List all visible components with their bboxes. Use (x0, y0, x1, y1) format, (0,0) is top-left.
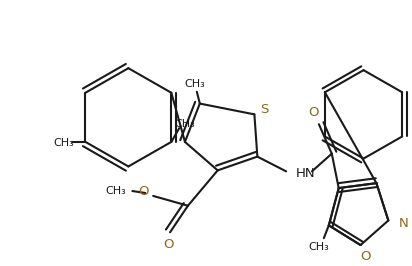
Text: CH₃: CH₃ (175, 119, 196, 129)
Text: HN: HN (296, 167, 316, 180)
Text: O: O (163, 238, 173, 251)
Text: CH₃: CH₃ (185, 79, 205, 89)
Text: N: N (398, 217, 408, 230)
Text: CH₃: CH₃ (105, 186, 126, 196)
Text: O: O (138, 185, 148, 198)
Text: CH₃: CH₃ (309, 242, 329, 252)
Text: O: O (309, 106, 319, 119)
Text: O: O (360, 250, 371, 263)
Text: S: S (260, 103, 269, 116)
Text: CH₃: CH₃ (53, 138, 74, 148)
